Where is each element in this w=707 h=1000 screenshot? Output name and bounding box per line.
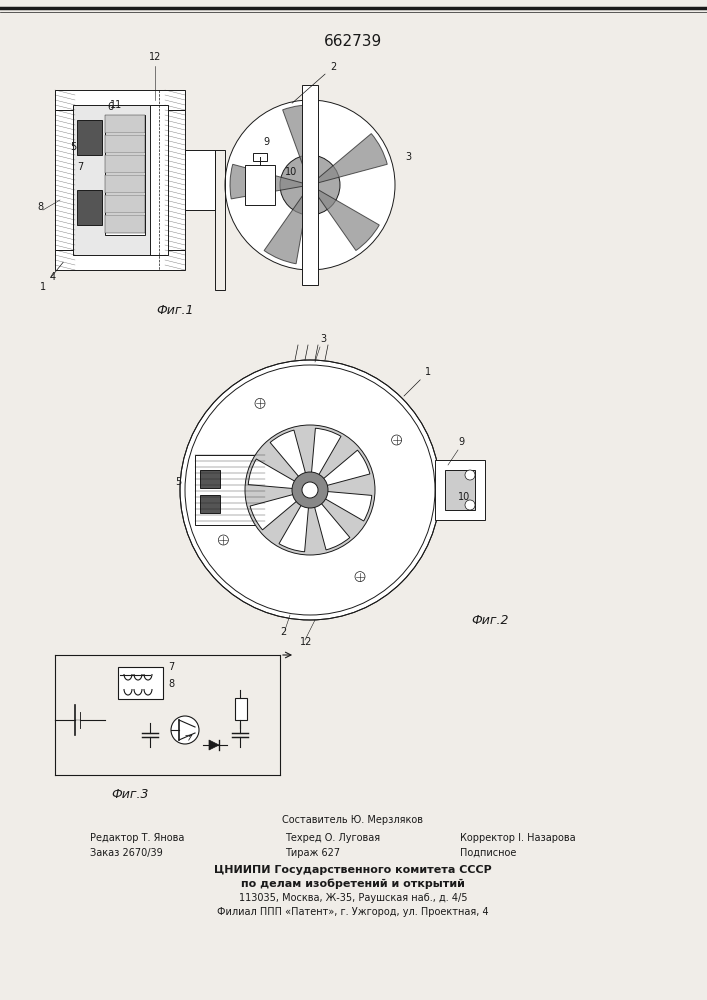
Bar xyxy=(150,105,168,255)
Text: ЦНИИПИ Государственного комитета СССР: ЦНИИПИ Государственного комитета СССР xyxy=(214,865,492,875)
Wedge shape xyxy=(310,490,372,521)
Wedge shape xyxy=(283,105,317,185)
Bar xyxy=(73,105,167,255)
Text: 8: 8 xyxy=(37,202,43,212)
Bar xyxy=(105,115,145,133)
Wedge shape xyxy=(264,185,310,264)
Text: Техред О. Луговая: Техред О. Луговая xyxy=(285,833,380,843)
Circle shape xyxy=(180,360,440,620)
Bar xyxy=(77,120,102,155)
Bar xyxy=(105,115,145,235)
Circle shape xyxy=(280,155,340,215)
Text: Фиг.1: Фиг.1 xyxy=(156,304,194,316)
Wedge shape xyxy=(310,490,350,550)
Text: Корректор I. Назарова: Корректор I. Назарова xyxy=(460,833,575,843)
Wedge shape xyxy=(279,490,310,552)
Bar xyxy=(435,460,485,520)
Wedge shape xyxy=(230,164,310,199)
Bar xyxy=(105,155,145,173)
Text: 12: 12 xyxy=(300,637,312,647)
Bar xyxy=(200,495,220,513)
Text: Тираж 627: Тираж 627 xyxy=(285,848,340,858)
Text: 2: 2 xyxy=(292,62,337,103)
Text: 5: 5 xyxy=(175,477,181,487)
Bar xyxy=(118,667,163,699)
Bar xyxy=(235,698,247,720)
Circle shape xyxy=(465,500,475,510)
Circle shape xyxy=(392,435,402,445)
Text: 5: 5 xyxy=(70,142,76,152)
Bar xyxy=(55,250,185,270)
Text: 7: 7 xyxy=(168,662,174,672)
Circle shape xyxy=(302,482,318,498)
Bar xyxy=(302,85,318,285)
Text: 9: 9 xyxy=(263,137,269,147)
Text: 4: 4 xyxy=(50,272,56,282)
Wedge shape xyxy=(270,430,310,490)
Text: Филиал ППП «Патент», г. Ужгород, ул. Проектная, 4: Филиал ППП «Патент», г. Ужгород, ул. Про… xyxy=(217,907,489,917)
Bar xyxy=(55,110,185,250)
Text: 1: 1 xyxy=(40,262,63,292)
Text: Составитель Ю. Мерзляков: Составитель Ю. Мерзляков xyxy=(283,815,423,825)
Text: 7: 7 xyxy=(77,162,83,172)
Circle shape xyxy=(465,470,475,480)
Text: Фиг.3: Фиг.3 xyxy=(111,788,148,802)
Text: 8: 8 xyxy=(168,679,174,689)
Bar xyxy=(77,190,102,225)
Bar xyxy=(105,175,145,193)
Circle shape xyxy=(292,472,328,508)
Wedge shape xyxy=(310,185,379,251)
Bar xyxy=(245,165,275,205)
Wedge shape xyxy=(248,459,310,490)
Circle shape xyxy=(245,425,375,555)
Bar xyxy=(195,455,265,525)
Text: 3: 3 xyxy=(405,152,411,162)
Text: 2: 2 xyxy=(280,627,286,637)
Bar xyxy=(185,150,215,210)
Circle shape xyxy=(255,398,265,408)
Bar xyxy=(253,153,267,161)
Circle shape xyxy=(225,100,395,270)
Text: 10: 10 xyxy=(285,167,297,177)
Bar xyxy=(445,470,475,510)
Text: Заказ 2670/39: Заказ 2670/39 xyxy=(90,848,163,858)
Text: 12: 12 xyxy=(148,52,161,62)
Circle shape xyxy=(171,716,199,744)
Bar xyxy=(105,215,145,233)
Wedge shape xyxy=(310,450,370,490)
Text: 6: 6 xyxy=(107,102,113,112)
Bar xyxy=(200,470,220,488)
Wedge shape xyxy=(250,490,310,530)
Circle shape xyxy=(218,535,228,545)
Text: Фиг.2: Фиг.2 xyxy=(472,613,509,626)
Text: 1: 1 xyxy=(404,367,431,396)
Bar xyxy=(105,195,145,213)
Bar xyxy=(55,90,185,110)
Text: Подписное: Подписное xyxy=(460,848,516,858)
Wedge shape xyxy=(310,134,387,185)
Text: 9: 9 xyxy=(458,437,464,447)
Text: Редактор Т. Янова: Редактор Т. Янова xyxy=(90,833,185,843)
Text: 10: 10 xyxy=(458,492,470,502)
Text: по делам изобретений и открытий: по делам изобретений и открытий xyxy=(241,879,465,889)
Text: 11: 11 xyxy=(110,100,122,110)
Circle shape xyxy=(355,572,365,582)
Text: 662739: 662739 xyxy=(324,34,382,49)
Text: 113035, Москва, Ж-35, Раушская наб., д. 4/5: 113035, Москва, Ж-35, Раушская наб., д. … xyxy=(239,893,467,903)
Text: 3: 3 xyxy=(320,334,326,344)
Bar xyxy=(105,135,145,153)
Polygon shape xyxy=(209,740,219,750)
Wedge shape xyxy=(310,428,341,490)
